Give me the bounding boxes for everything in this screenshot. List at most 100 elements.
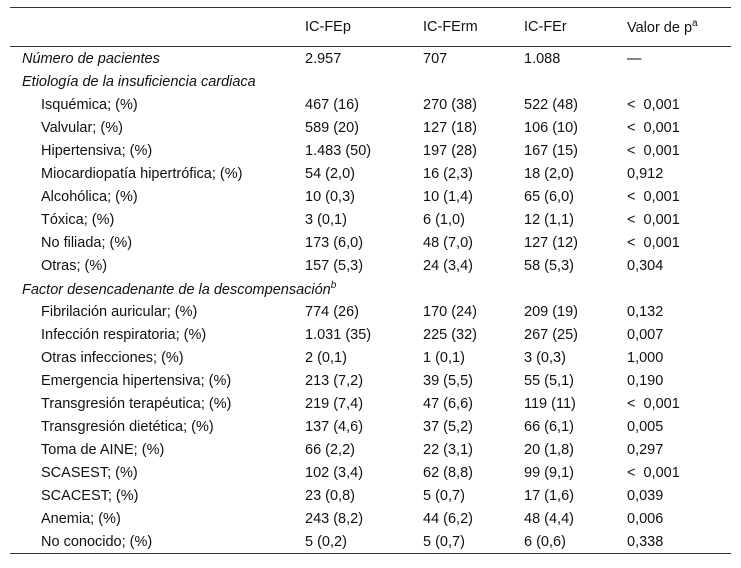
table-header: IC-FEp IC-FErm IC-FEr Valor de pa — [10, 7, 731, 47]
table-row: No conocido; (%) 5 (0,2) 5 (0,7) 6 (0,6) 0,3… — [10, 530, 731, 554]
cell: 37 (5,2) — [423, 418, 473, 435]
cell: 774 (26) — [305, 303, 360, 320]
row-label: Anemia; (%) — [41, 510, 121, 527]
cell: 119 (11) — [524, 395, 576, 412]
header-cell: Valor de pa — [619, 7, 731, 47]
cell: 10 (0,3) — [305, 188, 355, 205]
row-label: Isquémica; (%) — [41, 96, 138, 113]
table-row: Valvular; (%) 589 (20) 127 (18) 106 (10) < 0… — [10, 116, 731, 139]
cell: 1.088 — [524, 50, 561, 67]
cell: 243 (8,2) — [305, 510, 364, 527]
cell: 99 (9,1) — [524, 464, 574, 481]
cell: 270 (38) — [423, 96, 478, 113]
table-row: Tóxica; (%) 3 (0,1) 6 (1,0) 12 (1,1) < 0,001 — [10, 208, 731, 231]
row-label: Infección respiratoria; (%) — [41, 326, 207, 343]
cell: 1 (0,1) — [423, 349, 465, 366]
table-row: Fibrilación auricular; (%) 774 (26) 170 (2… — [10, 300, 731, 323]
cell: 6 (1,0) — [423, 211, 465, 228]
cell: 39 (5,5) — [423, 372, 473, 389]
table-row: Toma de AINE; (%) 66 (2,2) 22 (3,1) 20 (1,8… — [10, 438, 731, 461]
row-label: Emergencia hipertensiva; (%) — [41, 372, 232, 389]
cell: 0,039 — [627, 487, 664, 504]
cell: 62 (8,8) — [423, 464, 473, 481]
cell: 170 (24) — [423, 303, 478, 320]
table-row: Emergencia hipertensiva; (%) 213 (7,2) 39 … — [10, 369, 731, 392]
table-row: Número de pacientes 2.957 707 1.088 — — [10, 47, 731, 71]
cell: 16 (2,3) — [423, 165, 473, 182]
cell: 167 (15) — [524, 142, 579, 159]
cell: 197 (28) — [423, 142, 478, 159]
row-label: Fibrilación auricular; (%) — [41, 303, 198, 320]
section-title-cell: Etiología de la insuficiencia cardiaca — [10, 70, 731, 93]
cell: 106 (10) — [524, 119, 579, 136]
cell: 0,007 — [627, 326, 664, 343]
header-text: Valor de p — [627, 19, 693, 36]
cell: 213 (7,2) — [305, 372, 364, 389]
cell: 5 (0,7) — [423, 533, 465, 550]
table-row: Miocardiopatía hipertrófica; (%) 54 (2,0)… — [10, 162, 731, 185]
cell: 23 (0,8) — [305, 487, 355, 504]
cell: 24 (3,4) — [423, 257, 473, 274]
cell: 54 (2,0) — [305, 165, 355, 182]
header-cell: IC-FErm — [415, 7, 516, 47]
table-row: Otras; (%) 157 (5,3) 24 (3,4) 58 (5,3) 0,304 — [10, 254, 731, 277]
cell: 173 (6,0) — [305, 234, 364, 251]
cell: < 0,001 — [627, 96, 680, 113]
cell: 127 (12) — [524, 234, 579, 251]
cell: 0,132 — [627, 303, 664, 320]
cell: 66 (2,2) — [305, 441, 355, 458]
row-label: Otras; (%) — [41, 257, 108, 274]
cell: < 0,001 — [627, 395, 680, 412]
cell: 0,006 — [627, 510, 664, 527]
row-label: Alcohólica; (%) — [41, 188, 138, 205]
header-cell: IC-FEr — [516, 7, 619, 47]
table-row: Isquémica; (%) 467 (16) 270 (38) 522 (48) < … — [10, 93, 731, 116]
footnote-mark: a — [692, 18, 698, 30]
cell: 0,304 — [627, 257, 664, 274]
cell: < 0,001 — [627, 234, 680, 251]
table-row: Transgresión terapéutica; (%) 219 (7,4) 47… — [10, 392, 731, 415]
section-row: Factor desencadenante de la descompensac… — [10, 277, 731, 300]
cell: 0,338 — [627, 533, 664, 550]
row-label: Valvular; (%) — [41, 119, 123, 136]
data-table: IC-FEp IC-FErm IC-FEr Valor de pa Número… — [10, 7, 731, 554]
row-label: Número de pacientes — [22, 50, 160, 67]
cell: 3 (0,1) — [305, 211, 347, 228]
table-row: Alcohólica; (%) 10 (0,3) 10 (1,4) 65 (6,0) <… — [10, 185, 731, 208]
row-label: Hipertensiva; (%) — [41, 142, 153, 159]
cell: 66 (6,1) — [524, 418, 574, 435]
cell: 589 (20) — [305, 119, 360, 136]
row-label: SCASEST; (%) — [41, 464, 138, 481]
table-row: Infección respiratoria; (%) 1.031 (35) 225… — [10, 323, 731, 346]
cell: 3 (0,3) — [524, 349, 566, 366]
cell: 1.483 (50) — [305, 142, 372, 159]
cell: 6 (0,6) — [524, 533, 566, 550]
table-row: No filiada; (%) 173 (6,0) 48 (7,0) 127 (12)… — [10, 231, 731, 254]
cell: 48 (7,0) — [423, 234, 473, 251]
cell: 10 (1,4) — [423, 188, 473, 205]
cell: 209 (19) — [524, 303, 579, 320]
row-label: Otras infecciones; (%) — [41, 349, 184, 366]
header-row: IC-FEp IC-FErm IC-FEr Valor de pa — [10, 7, 731, 47]
cell: 707 — [423, 50, 448, 67]
cell: 225 (32) — [423, 326, 478, 343]
table-row: Transgresión dietética; (%) 137 (4,6) 37 (… — [10, 415, 731, 438]
table-row: Otras infecciones; (%) 2 (0,1) 1 (0,1) 3 (0… — [10, 346, 731, 369]
cell: 44 (6,2) — [423, 510, 473, 527]
table-row: SCACEST; (%) 23 (0,8) 5 (0,7) 17 (1,6) 0,039 — [10, 484, 731, 507]
cell: 137 (4,6) — [305, 418, 364, 435]
row-label: SCACEST; (%) — [41, 487, 139, 504]
row-label: Transgresión dietética; (%) — [41, 418, 214, 435]
cell: 0,297 — [627, 441, 664, 458]
cell: 65 (6,0) — [524, 188, 574, 205]
cell: 219 (7,4) — [305, 395, 364, 412]
cell: 0,005 — [627, 418, 664, 435]
cell: 18 (2,0) — [524, 165, 574, 182]
cell: < 0,001 — [627, 119, 680, 136]
table-row: Hipertensiva; (%) 1.483 (50) 197 (28) 167 (… — [10, 139, 731, 162]
cell: < 0,001 — [627, 464, 680, 481]
section-title: Etiología de la insuficiencia cardiaca — [22, 73, 256, 90]
section-title: Factor desencadenante de la descompensac… — [22, 281, 331, 298]
cell: 58 (5,3) — [524, 257, 574, 274]
